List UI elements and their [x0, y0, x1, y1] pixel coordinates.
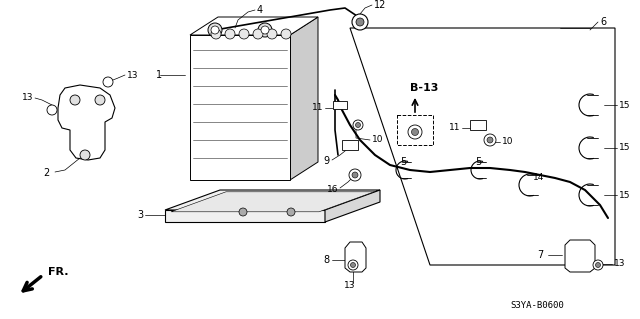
- Text: 15: 15: [619, 100, 630, 109]
- Circle shape: [47, 105, 57, 115]
- Circle shape: [267, 29, 277, 39]
- Circle shape: [253, 29, 263, 39]
- Circle shape: [412, 129, 419, 136]
- Circle shape: [211, 29, 221, 39]
- Circle shape: [352, 14, 368, 30]
- Circle shape: [80, 150, 90, 160]
- Circle shape: [355, 122, 360, 128]
- Text: 10: 10: [502, 137, 513, 146]
- Bar: [342, 140, 358, 150]
- Text: 10: 10: [372, 136, 383, 145]
- Text: 13: 13: [614, 259, 625, 269]
- Text: 13: 13: [127, 70, 138, 79]
- Circle shape: [593, 260, 603, 270]
- Circle shape: [351, 263, 355, 268]
- Text: 8: 8: [324, 255, 330, 265]
- Polygon shape: [165, 210, 325, 222]
- Polygon shape: [565, 240, 595, 272]
- Circle shape: [261, 26, 269, 34]
- Circle shape: [103, 77, 113, 87]
- Circle shape: [258, 23, 272, 37]
- Text: 1: 1: [156, 70, 162, 80]
- Text: 3: 3: [137, 210, 143, 220]
- Circle shape: [349, 169, 361, 181]
- Polygon shape: [290, 17, 318, 180]
- Text: 16: 16: [326, 186, 338, 195]
- Circle shape: [484, 134, 496, 146]
- Circle shape: [239, 29, 249, 39]
- Circle shape: [281, 29, 291, 39]
- Text: 12: 12: [374, 0, 387, 10]
- Text: 2: 2: [44, 168, 50, 178]
- Circle shape: [287, 208, 295, 216]
- Text: 13: 13: [22, 93, 33, 102]
- Circle shape: [225, 29, 235, 39]
- Circle shape: [353, 120, 363, 130]
- Circle shape: [348, 260, 358, 270]
- Text: 11: 11: [449, 123, 460, 132]
- Circle shape: [408, 125, 422, 139]
- Text: 7: 7: [537, 250, 543, 260]
- Text: S3YA-B0600: S3YA-B0600: [510, 300, 564, 309]
- Polygon shape: [190, 17, 318, 35]
- Polygon shape: [345, 242, 366, 272]
- Text: 5: 5: [475, 157, 481, 167]
- Circle shape: [211, 26, 219, 34]
- Circle shape: [95, 95, 105, 105]
- Text: B-13: B-13: [410, 83, 438, 93]
- Text: 15: 15: [619, 190, 630, 199]
- Circle shape: [595, 263, 600, 268]
- Circle shape: [239, 208, 247, 216]
- Bar: [470, 120, 486, 130]
- Text: 11: 11: [312, 103, 323, 113]
- Polygon shape: [165, 190, 380, 210]
- Circle shape: [352, 172, 358, 178]
- Text: FR.: FR.: [48, 267, 68, 277]
- Polygon shape: [171, 192, 374, 212]
- Text: 4: 4: [257, 5, 263, 15]
- Text: 14: 14: [533, 174, 545, 182]
- Polygon shape: [190, 35, 290, 180]
- Text: 15: 15: [619, 144, 630, 152]
- Polygon shape: [58, 85, 115, 160]
- Circle shape: [208, 23, 222, 37]
- Circle shape: [356, 18, 364, 26]
- Polygon shape: [325, 190, 380, 222]
- Bar: [397, 115, 433, 145]
- Bar: [333, 101, 347, 109]
- Circle shape: [70, 95, 80, 105]
- Circle shape: [487, 137, 493, 143]
- Text: 6: 6: [600, 17, 606, 27]
- Text: 9: 9: [324, 156, 330, 166]
- Text: 13: 13: [344, 280, 356, 290]
- Text: 5: 5: [400, 157, 406, 167]
